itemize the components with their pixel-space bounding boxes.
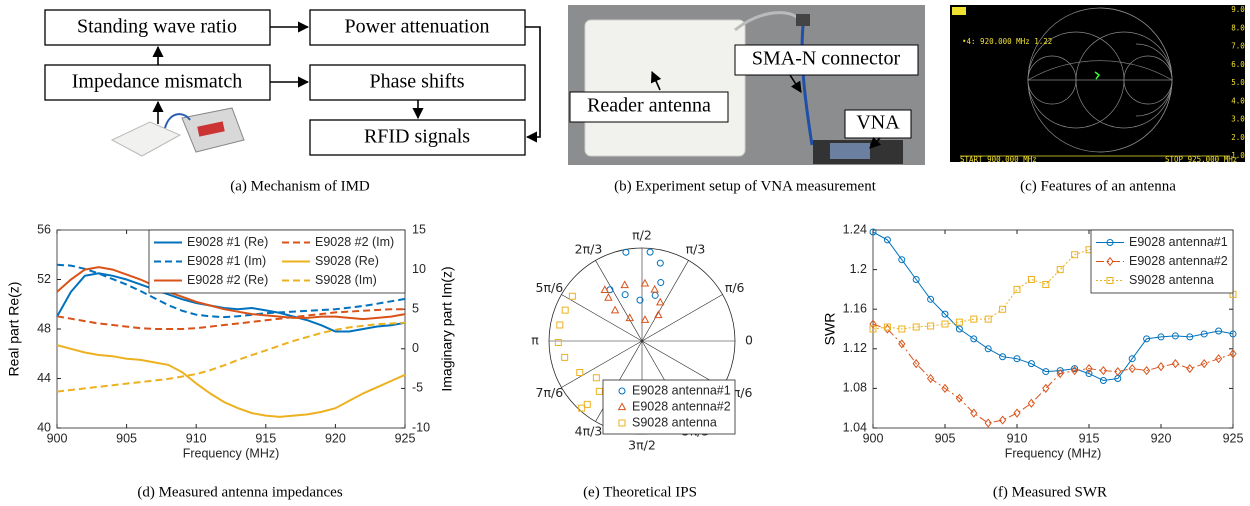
mechanism-diagram: Standing wave ratio Power attenuation Im…: [45, 10, 540, 156]
node-label: Power attenuation: [345, 16, 490, 38]
theta-label: π/2: [632, 228, 652, 243]
x-tick-label: 920: [325, 431, 346, 445]
photo-label: Reader antenna: [587, 95, 711, 117]
vna-screen: •4: 920.000 MHz 1.22 START 900.000 MHz S…: [950, 5, 1245, 164]
caption: (c) Features of an antenna: [1020, 178, 1176, 194]
theta-label: 3π/2: [628, 438, 656, 453]
y-tick-label: 1.12: [843, 341, 867, 355]
caption: (a) Mechanism of IMD: [230, 178, 370, 194]
antenna-photo: [585, 20, 745, 156]
photo-label: VNA: [856, 112, 900, 134]
x-tick-label: 905: [935, 431, 956, 445]
theta-label: 7π/6: [536, 385, 564, 400]
x-tick-label: 920: [1151, 431, 1172, 445]
y-tick-label: 1.24: [843, 222, 867, 236]
y-axis-label: SWR: [822, 313, 838, 346]
caption: (d) Measured antenna impedances: [137, 484, 342, 500]
x-tick-label: 905: [116, 431, 137, 445]
legend-label: S9028 (Im): [315, 273, 377, 287]
theta-label: 4π/3: [575, 423, 603, 438]
stop-readout: STOP 925.000 MHz: [1165, 155, 1237, 164]
connector: [796, 14, 810, 26]
start-readout: START 900.000 MHz: [960, 155, 1037, 164]
legend-label: E9028 antenna#1: [632, 383, 731, 397]
node-label: RFID signals: [364, 126, 470, 148]
y-tick-label: 44: [37, 371, 51, 385]
node-label: Impedance mismatch: [72, 71, 243, 93]
scale-label: 1.0: [1231, 151, 1245, 160]
legend-label: E9028 antenna#2: [1129, 254, 1228, 268]
arrow: [525, 27, 540, 137]
channel-tag: [952, 7, 966, 15]
legend-label: E9028 #1 (Im): [187, 254, 266, 268]
node-label: Standing wave ratio: [77, 16, 237, 38]
caption: (b) Experiment setup of VNA measurement: [614, 178, 877, 194]
y-axis-label: Real part Re(z): [6, 282, 22, 377]
legend-label: E9028 antenna#1: [1129, 235, 1228, 249]
legend-label: E9028 #2 (Im): [315, 235, 394, 249]
scale-label: 9.0: [1231, 5, 1245, 14]
legend-label: S9028 (Re): [315, 254, 379, 268]
scale-label: 5.0: [1231, 78, 1245, 87]
caption: (e) Theoretical IPS: [583, 484, 697, 500]
scale-label: 7.0: [1231, 42, 1245, 51]
scale-label: 8.0: [1231, 23, 1245, 32]
legend-label: E9028 antenna#2: [632, 399, 731, 413]
y2-tick-label: -5: [412, 381, 423, 395]
theta-label: 5π/6: [536, 280, 564, 295]
y2-tick-label: 0: [412, 341, 419, 355]
legend-label: E9028 #2 (Re): [187, 273, 268, 287]
y-tick-label: 1.16: [843, 301, 867, 315]
x-tick-label: 910: [186, 431, 207, 445]
scale-label: 6.0: [1231, 60, 1245, 69]
y-tick-label: 40: [37, 420, 51, 434]
y-tick-label: 56: [37, 222, 51, 236]
legend-label: E9028 #1 (Re): [187, 235, 268, 249]
x-tick-label: 915: [1079, 431, 1100, 445]
vna-display: [830, 143, 870, 159]
y-tick-label: 48: [37, 321, 51, 335]
theta-label: π: [531, 333, 539, 348]
legend-label: S9028 antenna: [632, 415, 717, 429]
x-tick-label: 910: [1007, 431, 1028, 445]
legend-label: S9028 antenna: [1129, 273, 1214, 287]
y2-tick-label: 15: [412, 222, 426, 236]
screen-scale: 9.0 8.0 7.0 6.0 5.0 4.0 3.0 2.0 1.0: [1231, 5, 1245, 160]
scale-label: 3.0: [1231, 115, 1245, 124]
page: { "diagram": {"nodes": [ {"label": "Stan…: [0, 0, 1250, 506]
y2-tick-label: 10: [412, 262, 426, 276]
x-axis-label: Frequency (MHz): [1005, 446, 1102, 460]
x-tick-label: 915: [255, 431, 276, 445]
y-tick-label: 1.04: [843, 420, 867, 434]
caption: (f) Measured SWR: [993, 484, 1107, 500]
theta-label: π/6: [725, 280, 745, 295]
y-tick-label: 52: [37, 272, 51, 286]
x-tick-label: 925: [1223, 431, 1244, 445]
theta-label: 2π/3: [575, 242, 603, 257]
node-label: Phase shifts: [370, 71, 465, 93]
marker-readout: •4: 920.000 MHz 1.22: [962, 37, 1052, 46]
photo-label: SMA-N connector: [752, 48, 901, 70]
y2-axis-label: Imaginary part Im(z): [439, 266, 455, 391]
y-tick-label: 1.08: [843, 381, 867, 395]
scale-label: 4.0: [1231, 96, 1245, 105]
theta-label: π/3: [686, 242, 706, 257]
screen-background: [950, 5, 1245, 162]
antenna-icon: [112, 122, 180, 156]
x-axis-label: Frequency (MHz): [183, 446, 280, 460]
setup-photo: Reader antenna SMA-N connector VNA: [568, 5, 925, 165]
y2-tick-label: -10: [412, 420, 430, 434]
theta-label: 0: [745, 333, 753, 348]
y-tick-label: 1.2: [850, 262, 867, 276]
scale-label: 2.0: [1231, 133, 1245, 142]
figure: Standing wave ratio Power attenuation Im…: [0, 0, 1250, 506]
y2-tick-label: 5: [412, 301, 419, 315]
